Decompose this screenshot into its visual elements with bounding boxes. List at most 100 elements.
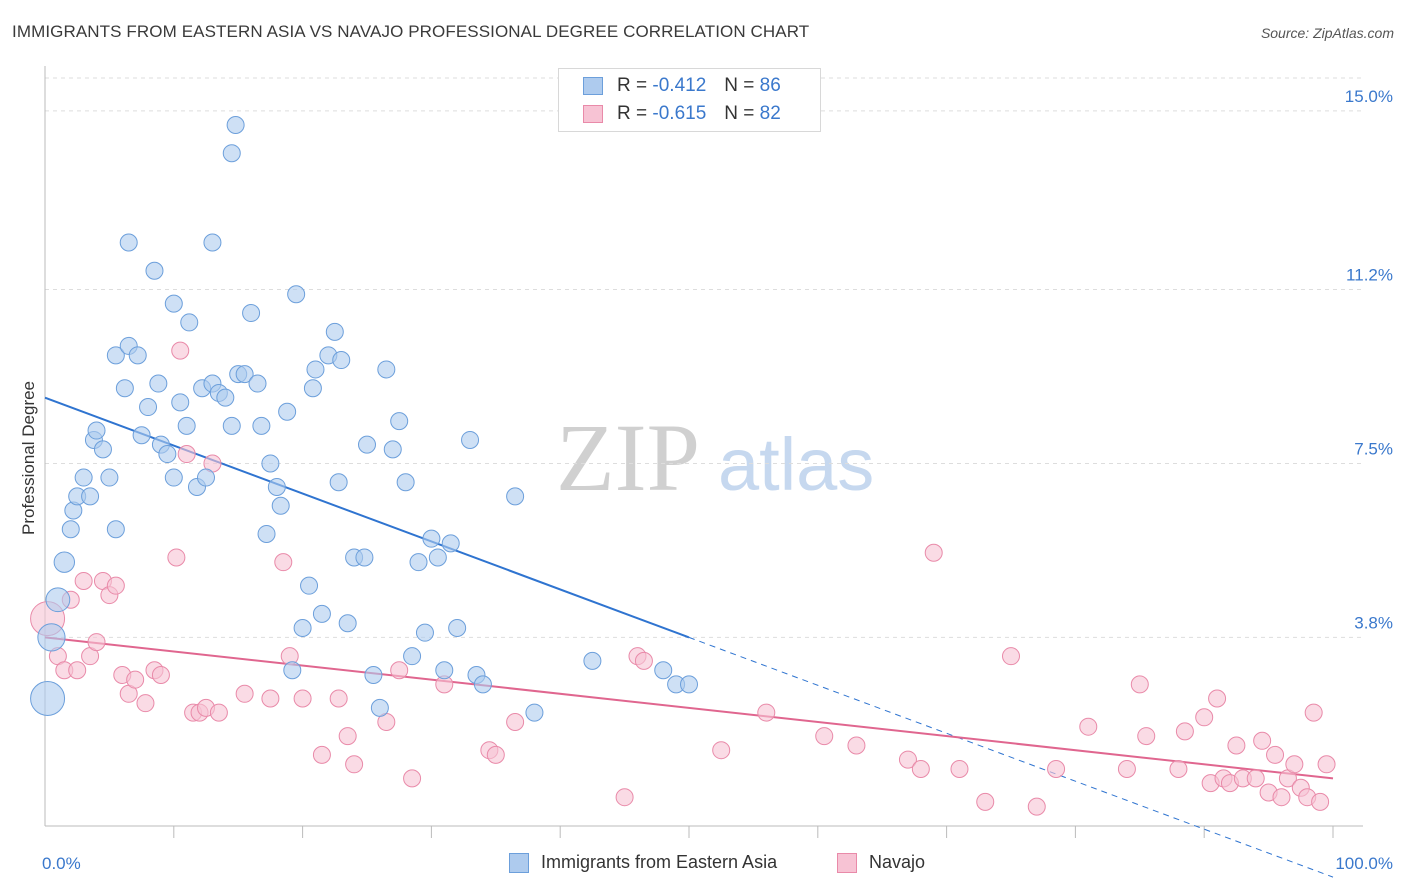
point-eastern-asia [235,365,254,384]
point-eastern-asia [149,374,168,393]
point-eastern-asia [128,346,147,365]
trendline-eastern-asia [44,396,690,639]
point-eastern-asia [45,587,71,613]
point-eastern-asia [257,524,276,543]
point-navajo [1227,736,1246,755]
point-eastern-asia [261,454,280,473]
point-navajo [1266,745,1285,764]
point-eastern-asia [145,261,164,280]
point-eastern-asia [370,698,389,717]
point-eastern-asia [87,421,106,440]
bottom-legend-series2: Navajo [837,852,925,873]
point-eastern-asia [364,665,383,684]
point-eastern-asia [171,393,190,412]
point-eastern-asia [403,647,422,666]
point-navajo [1195,708,1214,727]
point-eastern-asia [435,661,454,680]
point-eastern-asia [242,304,261,323]
point-navajo [1311,792,1330,811]
point-eastern-asia [180,313,199,332]
point-navajo [815,727,834,746]
point-eastern-asia [226,116,245,135]
point-navajo [338,727,357,746]
point-eastern-asia [415,623,434,642]
point-navajo [209,703,228,722]
data-points [30,116,1336,816]
point-eastern-asia [383,440,402,459]
point-eastern-asia [216,388,235,407]
watermark: ZIP atlas [556,404,874,511]
point-navajo [1047,759,1066,778]
bottom-legend-series1: Immigrants from Eastern Asia [509,852,777,873]
point-navajo [235,684,254,703]
point-navajo [167,548,186,567]
x-tick-label: 100.0% [1335,854,1393,873]
point-eastern-asia [680,675,698,694]
point-eastern-asia [358,435,376,454]
point-navajo [898,750,917,769]
point-navajo [1285,755,1304,774]
point-eastern-asia [300,576,319,595]
tick-labels: 3.8% 7.5% 11.2% 15.0% 0.0% 100.0% [42,87,1393,873]
y-tick-label: 7.5% [1354,439,1393,458]
source-label: Source: ZipAtlas.com [1260,25,1394,41]
y-tick-label: 3.8% [1354,613,1393,632]
point-navajo [976,792,995,811]
y-axis-label: Professional Degree [19,381,38,535]
watermark-atlas: atlas [718,423,874,506]
legend-n-label: N = [724,103,755,124]
trendline-navajo [44,636,1334,780]
trendline-eastern-asia-extension [688,636,1334,878]
point-navajo [293,689,312,708]
legend-swatch-pink [837,852,857,873]
point-navajo [1175,722,1194,741]
point-eastern-asia [100,468,119,487]
correlation-legend: R = -0.412 N = 86 R = -0.615 N = 82 [558,68,821,132]
point-eastern-asia [355,548,374,567]
point-eastern-asia [271,496,290,515]
point-eastern-asia [106,346,125,365]
point-eastern-asia [222,416,241,435]
point-eastern-asia [583,651,602,670]
point-eastern-asia [338,614,357,633]
point-navajo [1304,703,1323,722]
point-navajo [106,576,125,595]
legend-swatch-blue [509,852,529,873]
point-eastern-asia [422,529,441,548]
point-eastern-asia [325,322,344,341]
legend-r-label: R = [617,75,648,96]
legend-n-label: N = [724,75,755,96]
point-eastern-asia [74,468,93,487]
point-eastern-asia [106,520,125,539]
legend-r-value: -0.412 [652,75,707,96]
legend-swatch-pink [583,105,603,123]
axes [44,66,1363,838]
x-tick-label: 0.0% [42,854,81,873]
point-navajo [486,745,505,764]
y-tick-label: 11.2% [1346,266,1393,285]
point-navajo [712,741,731,760]
legend-r-label: R = [617,103,648,124]
point-eastern-asia [119,233,138,252]
point-navajo [126,670,145,689]
legend-label-series2: Navajo [869,852,926,872]
point-eastern-asia [377,360,396,379]
point-navajo [1246,769,1265,788]
point-navajo [1208,689,1227,708]
point-navajo [329,689,348,708]
point-navajo [1272,788,1291,807]
point-eastern-asia [132,426,151,445]
point-eastern-asia [222,144,241,163]
point-eastern-asia [139,398,158,417]
point-navajo [136,694,155,713]
point-eastern-asia [164,468,183,487]
point-eastern-asia [428,548,447,567]
point-navajo [403,769,422,788]
point-eastern-asia [396,473,415,492]
point-navajo [151,665,170,684]
point-eastern-asia [306,360,325,379]
point-eastern-asia [278,402,297,421]
point-eastern-asia [506,487,525,506]
point-eastern-asia [203,233,222,252]
